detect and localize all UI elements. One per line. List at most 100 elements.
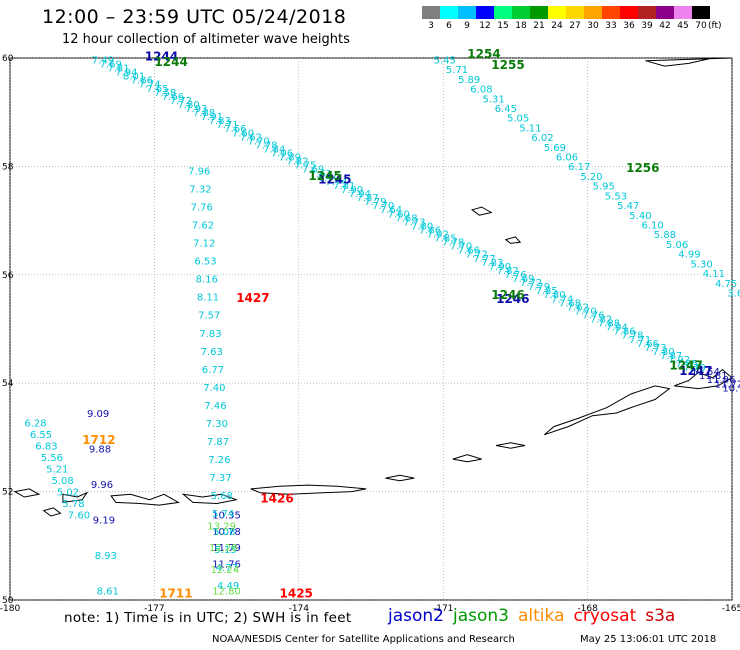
swh-value: 9.19 [93,516,115,527]
coastline-island [62,491,89,503]
swh-value: 5.95 [593,182,615,193]
swh-value: 7.94 [115,68,137,79]
pass-number-label: 1247 [679,364,712,378]
swh-value: 6.08 [470,85,492,96]
coastline-island [674,368,733,390]
coastline-island [543,385,671,436]
swh-value: 6.77 [202,365,224,376]
swh-value: 5.08 [52,476,74,487]
colorbar-swatch [512,6,530,19]
swh-value: 7.65 [146,84,168,95]
colorbar-tick-label: 42 [659,21,671,31]
swh-value: 12.28 [209,543,238,554]
pass-number-label: 1711 [159,586,192,600]
mission-legend-item: s3a [645,606,676,626]
colorbar-swatch [692,6,710,19]
satellite-tracks: 7.497.697.817.948.017.867.747.657.587.66… [24,47,740,600]
swh-value: 5.08 [213,527,235,538]
swh-value: 5.05 [507,114,529,125]
colorbar-swatch [494,6,512,19]
swh-value: 7.62 [192,221,214,232]
swh-value: 6.45 [495,104,517,115]
map-subtitle: 12 hour collection of altimeter wave hei… [62,32,350,47]
swh-value: 7.87 [660,351,682,362]
swh-value: 5.45 [434,55,456,66]
swh-value: 7.80 [411,221,433,232]
colorbar-swatch [458,6,476,19]
colorbar-tick-label: 12 [479,21,491,31]
colorbar-swatch [602,6,620,19]
colorbar-tick-label: 21 [533,21,545,31]
swh-value: 7.66 [224,124,246,135]
swh-value: 7.86 [131,76,153,87]
swh-value: 7.80 [652,347,674,358]
swh-value: 7.89 [279,153,301,164]
swh-value: 8.11 [197,293,219,304]
colorbar-swatch [476,6,494,19]
swh-value: 5.02 [57,488,79,499]
swh-value: 7.66 [637,339,659,350]
swh-value: 7.70 [450,242,472,253]
swh-value: 7.66 [162,92,184,103]
swh-value: 6.02 [531,133,553,144]
x-tick-label: -165 [722,604,740,614]
swh-value: 7.60 [68,511,90,522]
coastline-island [452,454,482,463]
swh-value: 6.06 [556,153,578,164]
swh-value: 5.15 [215,545,237,556]
swh-value: 7.74 [551,294,573,305]
colorbar-tick-label: 3 [428,21,434,31]
swh-value: 7.76 [582,311,604,322]
colorbar-swatch [530,6,548,19]
colorbar [422,6,710,19]
swh-value: 7.69 [302,165,324,176]
swh-value: 7.79 [364,197,386,208]
colorbar-tick-label: 70 [695,21,707,31]
swh-value: 7.86 [419,225,441,236]
swh-value: 7.93 [185,104,207,115]
swh-value: 7.77 [473,254,495,265]
swh-value: 11.76 [212,560,241,571]
swh-value: 5.20 [580,172,602,183]
swh-value: 7.40 [203,383,225,394]
colorbar-tick-label: 33 [605,21,617,31]
pass-number-label: 1247 [669,359,702,373]
colorbar-labels: 3 6 9 12 15 18 21 24 27 30 33 36 39 42 45 70 [422,21,710,31]
swh-value: 7.68 [559,298,581,309]
swh-value: 7.78 [442,238,464,249]
mission-legend-item: cryosat [573,606,637,626]
colorbar-tick-label: 18 [515,21,527,31]
map-title: 12:00 – 23:59 UTC 05/24/2018 [42,6,347,28]
swh-value: 7.78 [255,140,277,151]
swh-value: 7.81 [107,64,129,75]
swh-value: 7.79 [684,363,706,374]
swh-value: 7.70 [372,201,394,212]
pass-number-label: 1425 [280,586,313,600]
swh-value: 7.72 [520,278,542,289]
swh-value: 6.17 [568,162,590,173]
swh-value: 5.53 [605,191,627,202]
swh-value: 7.76 [191,203,213,214]
swh-value: 7.75 [294,161,316,172]
swh-value: 7.70 [318,173,340,184]
swh-value: 3.61 [727,289,740,300]
swh-value: 7.86 [613,327,635,338]
colorbar-swatch [566,6,584,19]
swh-value: 7.88 [193,108,215,119]
swh-value: 7.79 [528,282,550,293]
mission-legend-item: jason2 [388,606,444,626]
x-tick-label: -177 [144,604,164,614]
y-tick-label: 56 [2,271,14,281]
swh-value: 7.66 [458,246,480,257]
swh-value: 5.78 [62,499,84,510]
swh-value: 7.70 [248,136,270,147]
pass-number-label: 1254 [467,47,500,61]
swh-value: 8.93 [95,551,117,562]
swh-value: 8.61 [97,587,119,598]
swh-value: 7.94 [349,189,371,200]
swh-value: 5.89 [458,75,480,86]
swh-value: 7.88 [598,319,620,330]
swh-value: 9.96 [91,480,113,491]
swh-value: 7.72 [170,96,192,107]
